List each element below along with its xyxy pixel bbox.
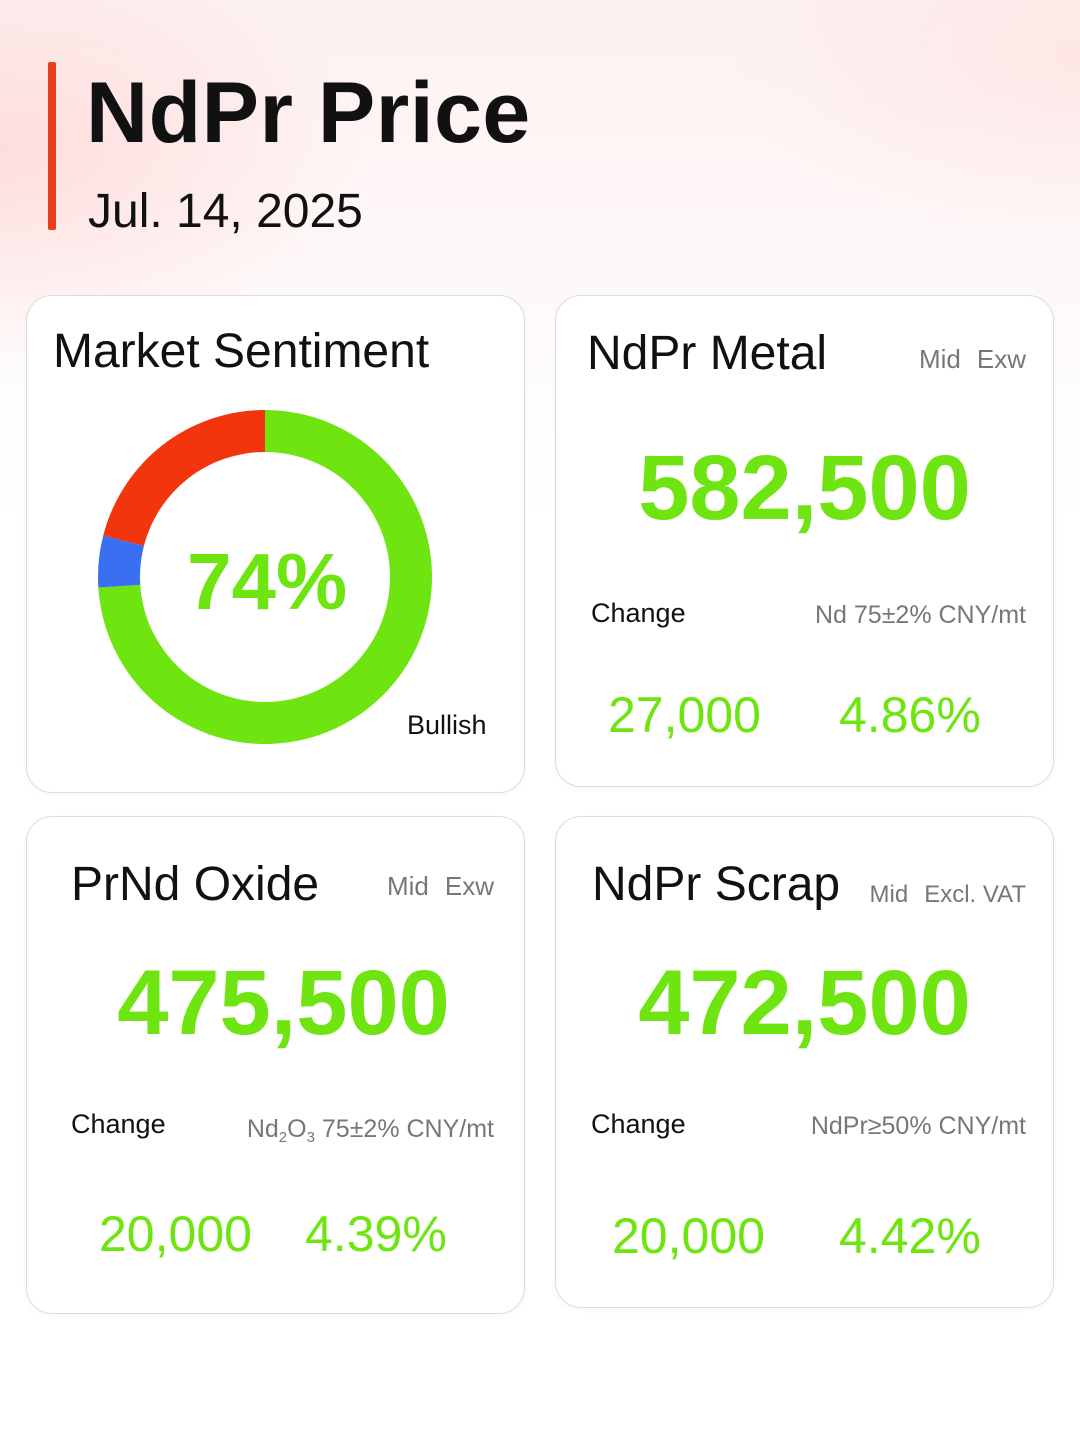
card-title: NdPr Metal — [587, 327, 828, 380]
change-absolute: 20,000 — [612, 1208, 765, 1264]
price-basis-mid: Mid — [918, 344, 961, 374]
product-spec: Nd2O3 75±2% CNY/mt — [247, 1115, 494, 1146]
price-basis-terms: Excl. VAT — [924, 881, 1026, 908]
card-title: Market Sentiment — [53, 325, 430, 378]
ndpr-scrap-card[interactable]: NdPr Scrap Mid Excl. VAT 472,500 Change N… — [555, 816, 1054, 1308]
change-percent: 4.42% — [839, 1208, 981, 1264]
spec-sub-2: 2 — [278, 1129, 288, 1146]
donut-slice-neutral — [98, 535, 144, 588]
card-title: NdPr Scrap — [592, 858, 841, 911]
change-absolute: 20,000 — [99, 1206, 252, 1262]
spec-sub-3: 3 — [306, 1129, 315, 1146]
price-basis: Mid Exw — [387, 871, 494, 902]
change-label: Change — [591, 1109, 686, 1139]
donut-slice-bearish — [103, 410, 265, 546]
page-title: NdPr Price — [86, 65, 531, 161]
change-label: Change — [591, 598, 686, 628]
sentiment-label: Bullish — [407, 710, 487, 740]
ndpr-metal-card[interactable]: NdPr Metal Mid Exw 582,500 Change Nd 75±2… — [555, 295, 1054, 787]
card-title: PrNd Oxide — [71, 858, 320, 911]
product-spec: Nd 75±2% CNY/mt — [814, 601, 1026, 629]
product-spec: NdPr≥50% CNY/mt — [810, 1112, 1026, 1140]
spec-nd: Nd — [246, 1115, 279, 1143]
change-absolute: 27,000 — [608, 687, 761, 743]
price-basis: Mid Exw — [919, 344, 1026, 375]
price-basis: Mid Excl. VAT — [870, 881, 1026, 909]
title-accent-bar — [48, 62, 56, 230]
price-value: 582,500 — [638, 437, 971, 539]
price-value: 472,500 — [638, 952, 971, 1054]
bullish-percent: 74% — [187, 537, 348, 626]
price-basis-terms: Exw — [444, 871, 494, 901]
page-date: Jul. 14, 2025 — [88, 185, 363, 238]
change-percent: 4.39% — [305, 1206, 447, 1262]
spec-o: O — [287, 1115, 307, 1143]
change-label: Change — [71, 1109, 166, 1139]
market-sentiment-card[interactable]: Market Sentiment 74% Bullish — [26, 295, 525, 793]
price-basis-terms: Exw — [976, 344, 1026, 374]
price-basis-mid: Mid — [386, 871, 429, 901]
prnd-oxide-card[interactable]: PrNd Oxide Mid Exw 475,500 Change Nd2O3 7… — [26, 816, 525, 1314]
price-value: 475,500 — [117, 952, 450, 1054]
change-percent: 4.86% — [839, 687, 981, 743]
sentiment-donut-chart — [98, 410, 433, 744]
price-basis-mid: Mid — [869, 881, 909, 908]
spec-rest: 75±2% CNY/mt — [314, 1115, 494, 1143]
